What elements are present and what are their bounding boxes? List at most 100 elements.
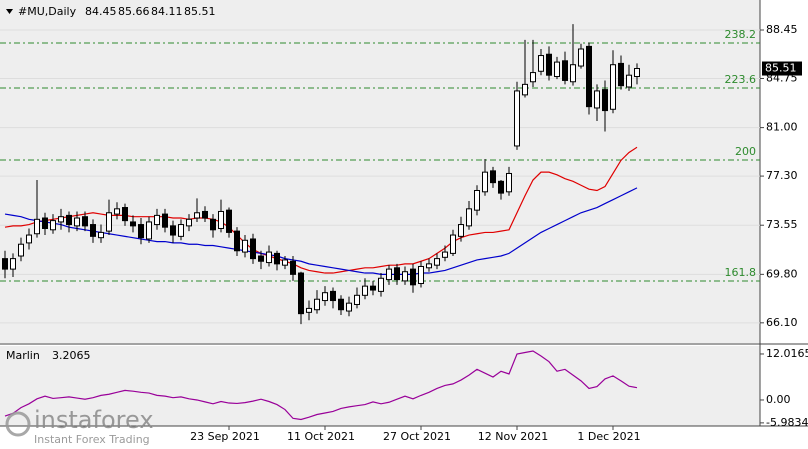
watermark: instaforex Instant Forex Trading bbox=[5, 406, 154, 446]
candle-body bbox=[634, 68, 640, 78]
candle-body bbox=[130, 221, 136, 227]
y-tick-label: 88.45 bbox=[766, 23, 798, 36]
candle-body bbox=[322, 292, 328, 302]
candle-body bbox=[194, 212, 200, 219]
candle-body bbox=[594, 90, 600, 109]
x-tick-label: 11 Oct 2021 bbox=[287, 430, 355, 443]
candle-body bbox=[122, 207, 128, 222]
x-tick-label: 12 Nov 2021 bbox=[478, 430, 548, 443]
candle-body bbox=[466, 208, 472, 227]
candle-body bbox=[330, 290, 336, 302]
candle-body bbox=[338, 298, 344, 311]
candle-body bbox=[82, 216, 88, 227]
candle-body bbox=[26, 234, 32, 244]
candle-body bbox=[58, 216, 64, 223]
candle-body bbox=[538, 55, 544, 72]
candle-body bbox=[186, 218, 192, 227]
candle-body bbox=[482, 171, 488, 193]
price-badge bbox=[762, 61, 802, 76]
candle-body bbox=[226, 209, 232, 233]
candle-body bbox=[410, 268, 416, 286]
watermark-logo bbox=[5, 411, 31, 437]
candle-body bbox=[234, 230, 240, 252]
price-badge-label: 85.51 bbox=[765, 62, 797, 75]
candle-body bbox=[34, 218, 40, 235]
candle-body bbox=[610, 64, 616, 110]
y-tick-label: 77.30 bbox=[766, 169, 798, 182]
candle-body bbox=[66, 214, 72, 226]
candle-body bbox=[138, 224, 144, 239]
fib-level-label: 223.6 bbox=[725, 73, 757, 86]
candle-body bbox=[386, 268, 392, 281]
candle-body bbox=[42, 217, 48, 229]
candle-body bbox=[506, 172, 512, 193]
indicator-line bbox=[4, 187, 638, 275]
candle-body bbox=[290, 260, 296, 275]
watermark-tagline: Instant Forex Trading bbox=[34, 433, 150, 446]
candle-body bbox=[154, 214, 160, 226]
candle-body bbox=[418, 265, 424, 285]
candle-body bbox=[218, 210, 224, 229]
candle-body bbox=[210, 218, 216, 231]
candle-body bbox=[242, 239, 248, 253]
candle-body bbox=[586, 45, 592, 108]
y-tick-label: -5.9834 bbox=[766, 416, 808, 429]
indicator-panel bbox=[0, 346, 760, 426]
candle-body bbox=[354, 294, 360, 305]
candle-body bbox=[626, 74, 632, 88]
candle-body bbox=[570, 64, 576, 83]
candle-body bbox=[266, 251, 272, 264]
watermark-brand: instaforex bbox=[34, 406, 154, 434]
candle-body bbox=[490, 170, 496, 184]
candle-body bbox=[378, 277, 384, 292]
candle-body bbox=[554, 61, 560, 78]
candle-body bbox=[282, 259, 288, 266]
candle-body bbox=[74, 217, 80, 227]
candle-body bbox=[562, 60, 568, 81]
y-tick-label: 81.00 bbox=[766, 121, 798, 134]
candle-body bbox=[298, 272, 304, 315]
candle-body bbox=[514, 90, 520, 147]
candle-body bbox=[202, 210, 208, 219]
x-tick-label: 1 Dec 2021 bbox=[577, 430, 640, 443]
candle-body bbox=[306, 307, 312, 313]
candle-body bbox=[274, 252, 280, 265]
candle-body bbox=[18, 243, 24, 257]
ohlc-open: 84.45 bbox=[85, 5, 117, 18]
candle-body bbox=[474, 189, 480, 211]
candle-body bbox=[106, 212, 112, 232]
candle-body bbox=[618, 62, 624, 87]
y-tick-label: 0.00 bbox=[766, 393, 791, 406]
fib-level-label: 238.2 bbox=[725, 28, 757, 41]
candle-body bbox=[370, 285, 376, 291]
candle-body bbox=[530, 72, 536, 83]
candle-body bbox=[546, 53, 552, 76]
ohlc-close: 85.51 bbox=[184, 5, 216, 18]
candle-body bbox=[314, 298, 320, 311]
candle-body bbox=[178, 224, 184, 237]
x-tick-label: 23 Sep 2021 bbox=[190, 430, 260, 443]
candle-body bbox=[346, 302, 352, 312]
fib-level-label: 161.8 bbox=[725, 266, 757, 279]
candle-body bbox=[402, 271, 408, 282]
indicator-value: 3.2065 bbox=[52, 349, 91, 362]
candle-body bbox=[434, 258, 440, 266]
y-tick-label: 73.55 bbox=[766, 218, 798, 231]
candle-body bbox=[426, 263, 432, 269]
candle-body bbox=[442, 251, 448, 258]
symbol-label: #MU,Daily bbox=[18, 5, 77, 18]
fib-level-label: 200 bbox=[735, 145, 756, 158]
candle-body bbox=[250, 238, 256, 260]
candle-body bbox=[114, 208, 120, 215]
y-tick-label: 66.10 bbox=[766, 316, 798, 329]
candle-body bbox=[578, 48, 584, 67]
candle-body bbox=[170, 225, 176, 236]
candle-body bbox=[2, 258, 8, 270]
indicator-line bbox=[4, 350, 638, 421]
candle-body bbox=[10, 258, 16, 270]
candle-body bbox=[522, 83, 528, 96]
candle-body bbox=[394, 267, 400, 281]
candle-body bbox=[162, 213, 168, 228]
candle-body bbox=[50, 220, 56, 231]
